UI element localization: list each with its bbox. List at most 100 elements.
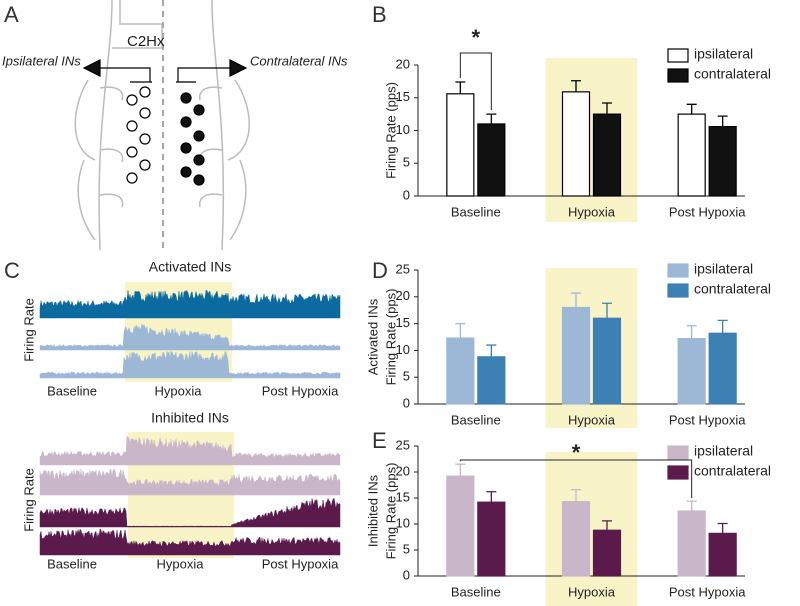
error-bar bbox=[602, 520, 612, 531]
y-tick-label: 0 bbox=[403, 187, 410, 202]
traces bbox=[39, 290, 341, 556]
rate-trace bbox=[39, 497, 341, 528]
legend-label: ipsilateral bbox=[694, 261, 753, 277]
bar bbox=[446, 337, 475, 405]
y-tick-label: 15 bbox=[396, 489, 410, 504]
y-axis-label: Firing Rate (pps) bbox=[383, 463, 398, 560]
x-tick-label: Baseline bbox=[451, 412, 501, 427]
rate-trace bbox=[39, 468, 341, 496]
diagram-label: Ipsilateral INs bbox=[2, 53, 81, 68]
error-bar bbox=[486, 491, 497, 503]
trace-xlabel: Post Hypoxia bbox=[262, 383, 339, 398]
significance-star: * bbox=[472, 25, 481, 50]
error-bar bbox=[686, 325, 697, 339]
trace-xlabel: Hypoxia bbox=[157, 556, 205, 571]
rate-trace bbox=[39, 435, 341, 466]
y-tick-label: 20 bbox=[396, 288, 410, 303]
x-tick-label: Post Hypoxia bbox=[669, 412, 746, 427]
error-bar bbox=[686, 103, 697, 115]
y-axis-label: Firing Rate (pps) bbox=[383, 82, 398, 179]
error-bar bbox=[717, 522, 728, 534]
trace-xlabel: Hypoxia bbox=[155, 383, 203, 398]
bar bbox=[708, 332, 737, 405]
y-tick-label: 0 bbox=[403, 567, 410, 582]
error-bar bbox=[717, 115, 728, 127]
legend-swatch bbox=[667, 68, 689, 83]
bar bbox=[477, 501, 506, 577]
x-tick-label: Hypoxia bbox=[568, 412, 616, 427]
error-bar bbox=[486, 344, 497, 357]
bar bbox=[708, 125, 737, 197]
panel-label: B bbox=[372, 2, 387, 27]
legend-label: contralateral bbox=[694, 463, 771, 479]
error-bar bbox=[571, 292, 581, 308]
trace-xlabel: Baseline bbox=[47, 556, 97, 571]
y-axis-label: Activated INs bbox=[365, 298, 380, 375]
y-tick-label: 15 bbox=[396, 89, 410, 104]
significance-star: * bbox=[572, 440, 581, 465]
trace-title: Inhibited INs bbox=[151, 410, 229, 426]
rate-trace bbox=[39, 528, 341, 556]
error-bar bbox=[571, 80, 581, 92]
y-tick-label: 20 bbox=[396, 56, 410, 71]
hypoxia-band bbox=[545, 452, 638, 606]
legend-swatch bbox=[667, 48, 689, 63]
panel-label: D bbox=[372, 258, 388, 283]
bar bbox=[592, 113, 622, 197]
panel-label: C bbox=[4, 258, 20, 283]
y-tick-label: 25 bbox=[396, 261, 410, 276]
legend-swatch bbox=[667, 283, 689, 298]
error-bar bbox=[486, 113, 497, 124]
bar bbox=[677, 510, 706, 577]
lesion-label: C2Hx bbox=[127, 33, 165, 50]
x-tick-label: Post Hypoxia bbox=[669, 204, 746, 219]
panel-label: A bbox=[4, 2, 19, 27]
error-bar bbox=[602, 102, 612, 115]
x-tick-label: Hypoxia bbox=[568, 204, 616, 219]
error-bar bbox=[602, 302, 612, 319]
x-tick-label: Hypoxia bbox=[568, 584, 616, 599]
legend-swatch bbox=[667, 445, 689, 460]
y-axis-label: Inhibited INs bbox=[365, 474, 380, 547]
y-tick-label: 15 bbox=[396, 315, 410, 330]
bar bbox=[592, 317, 622, 405]
significance-bracket bbox=[459, 52, 492, 111]
y-tick-label: 5 bbox=[403, 541, 410, 556]
bar bbox=[592, 529, 622, 577]
legend-swatch bbox=[667, 465, 689, 480]
bar bbox=[561, 306, 591, 405]
panel-label: E bbox=[372, 428, 387, 453]
y-tick-label: 5 bbox=[403, 155, 410, 170]
spinal-diagram bbox=[74, 0, 250, 251]
error-bar bbox=[686, 500, 697, 511]
interneurons bbox=[82, 59, 248, 186]
error-bar bbox=[455, 463, 466, 477]
error-bar bbox=[571, 489, 581, 502]
trace-xlabel: Baseline bbox=[47, 383, 97, 398]
y-tick-label: 10 bbox=[396, 515, 410, 530]
trace-ylabel: Firing Rate bbox=[21, 298, 36, 362]
bar bbox=[446, 475, 475, 577]
bar bbox=[561, 91, 591, 197]
legend-label: ipsilateral bbox=[694, 443, 753, 459]
y-tick-label: 10 bbox=[396, 122, 410, 137]
error-bar bbox=[717, 319, 728, 334]
error-bar bbox=[455, 322, 466, 339]
rate-trace bbox=[39, 350, 341, 379]
error-bar bbox=[455, 81, 466, 94]
trace-xlabel: Post Hypoxia bbox=[262, 556, 339, 571]
diagram-label: Contralateral INs bbox=[250, 53, 348, 68]
legend-label: contralateral bbox=[694, 281, 771, 297]
bar bbox=[446, 93, 475, 197]
y-tick-label: 0 bbox=[403, 395, 410, 410]
rate-trace bbox=[39, 323, 341, 351]
bar bbox=[677, 113, 706, 197]
bar bbox=[708, 532, 737, 577]
trace-ylabel: Firing Rate bbox=[21, 468, 36, 532]
bar bbox=[677, 338, 706, 405]
legend-swatch bbox=[667, 263, 689, 278]
y-tick-label: 10 bbox=[396, 342, 410, 357]
y-tick-label: 20 bbox=[396, 463, 410, 478]
x-tick-label: Post Hypoxia bbox=[669, 584, 746, 599]
